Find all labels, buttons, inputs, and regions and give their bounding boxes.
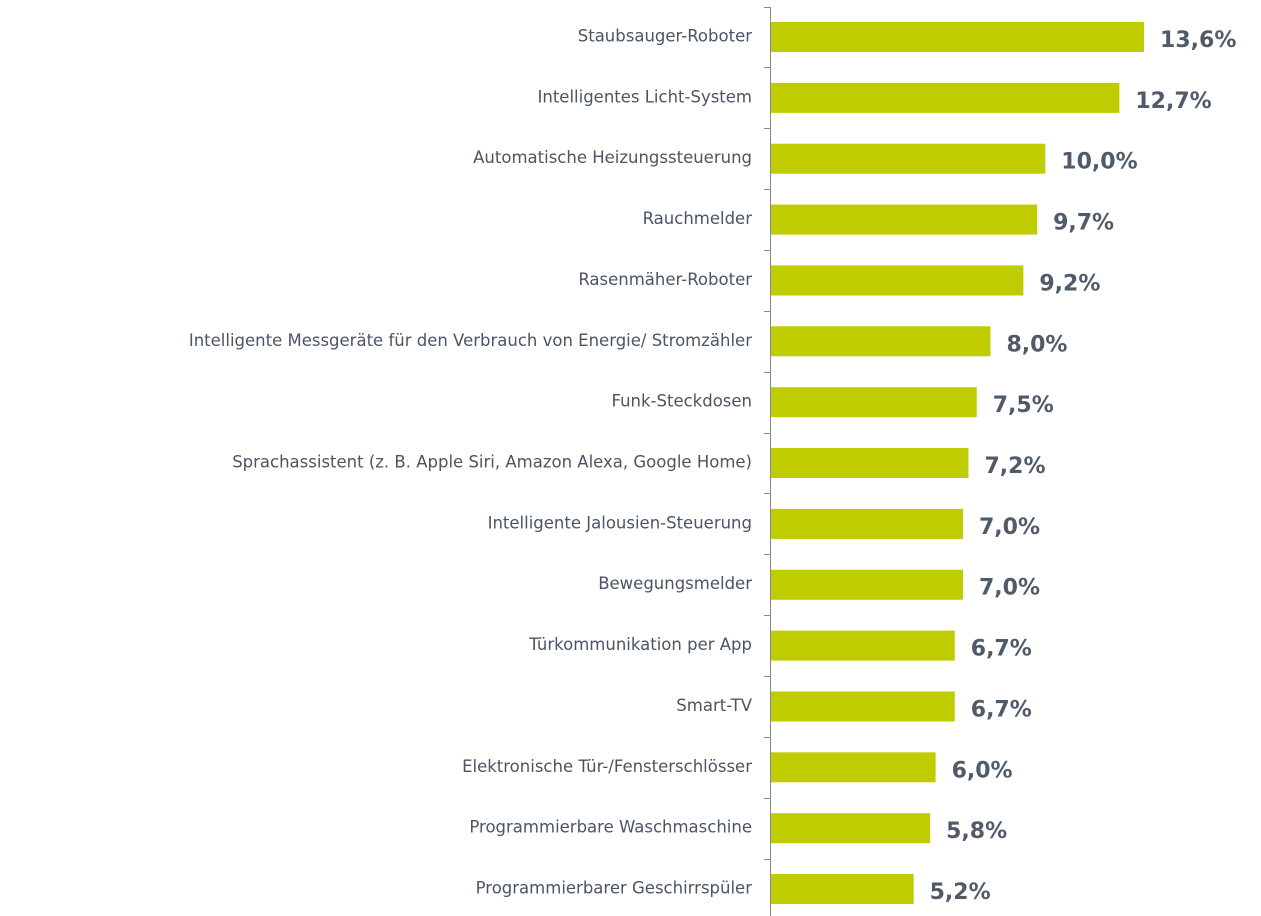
category-label: Funk-Steckdosen	[611, 392, 752, 411]
value-label: 7,2%	[984, 454, 1045, 479]
category-label: Bewegungsmelder	[598, 574, 752, 593]
bar	[771, 387, 977, 418]
value-label: 7,5%	[993, 393, 1054, 418]
bar	[771, 204, 1038, 235]
value-label: 9,2%	[1039, 271, 1100, 296]
value-label: 7,0%	[979, 576, 1040, 601]
value-label: 6,0%	[952, 758, 1013, 783]
bar	[771, 22, 1145, 52]
category-label: Rauchmelder	[643, 209, 753, 228]
bar	[771, 82, 1120, 113]
category-label: Rasenmäher-Roboter	[578, 270, 752, 289]
value-label: 13,6%	[1160, 28, 1236, 53]
bar	[771, 326, 991, 357]
value-label: 6,7%	[971, 637, 1032, 662]
value-label: 5,8%	[946, 819, 1007, 844]
category-label: Programmierbare Waschmaschine	[469, 818, 752, 837]
bar	[771, 874, 914, 905]
value-label: 5,2%	[930, 880, 991, 905]
value-label: 7,0%	[979, 515, 1040, 540]
category-label: Intelligentes Licht-System	[538, 87, 753, 106]
category-label: Türkommunikation per App	[528, 635, 752, 654]
category-label: Smart-TV	[676, 696, 752, 715]
category-label: Intelligente Messgeräte für den Verbrauc…	[189, 331, 752, 350]
category-label: Staubsauger-Roboter	[578, 27, 752, 46]
bar	[771, 569, 964, 600]
bar	[771, 508, 964, 539]
value-label: 10,0%	[1061, 150, 1137, 175]
category-label: Elektronische Tür-/Fensterschlösser	[462, 757, 752, 776]
bar	[771, 752, 936, 783]
bar	[771, 143, 1046, 174]
category-label: Programmierbarer Geschirrspüler	[476, 879, 753, 898]
value-label: 6,7%	[971, 697, 1032, 722]
category-label: Intelligente Jalousien-Steuerung	[488, 513, 752, 532]
category-label: Sprachassistent (z. B. Apple Siri, Amazo…	[232, 453, 752, 472]
bar	[771, 691, 955, 722]
value-label: 12,7%	[1135, 89, 1211, 114]
bar	[771, 813, 931, 844]
value-label: 8,0%	[1006, 332, 1067, 357]
value-label: 9,7%	[1053, 211, 1114, 236]
bar	[771, 448, 969, 479]
bar	[771, 265, 1024, 296]
bar	[771, 630, 955, 661]
category-label: Automatische Heizungssteuerung	[473, 148, 752, 167]
